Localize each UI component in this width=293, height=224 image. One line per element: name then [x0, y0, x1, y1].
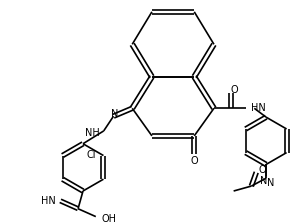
Text: NH: NH [85, 128, 100, 138]
Text: HN: HN [41, 196, 55, 206]
Text: N: N [111, 109, 118, 119]
Text: OH: OH [102, 213, 117, 224]
Text: HN: HN [251, 103, 266, 113]
Text: N: N [260, 176, 268, 186]
Text: O: O [190, 157, 198, 166]
Text: O: O [258, 165, 266, 175]
Text: N: N [267, 178, 275, 188]
Text: Cl: Cl [87, 150, 96, 159]
Text: O: O [231, 85, 239, 95]
